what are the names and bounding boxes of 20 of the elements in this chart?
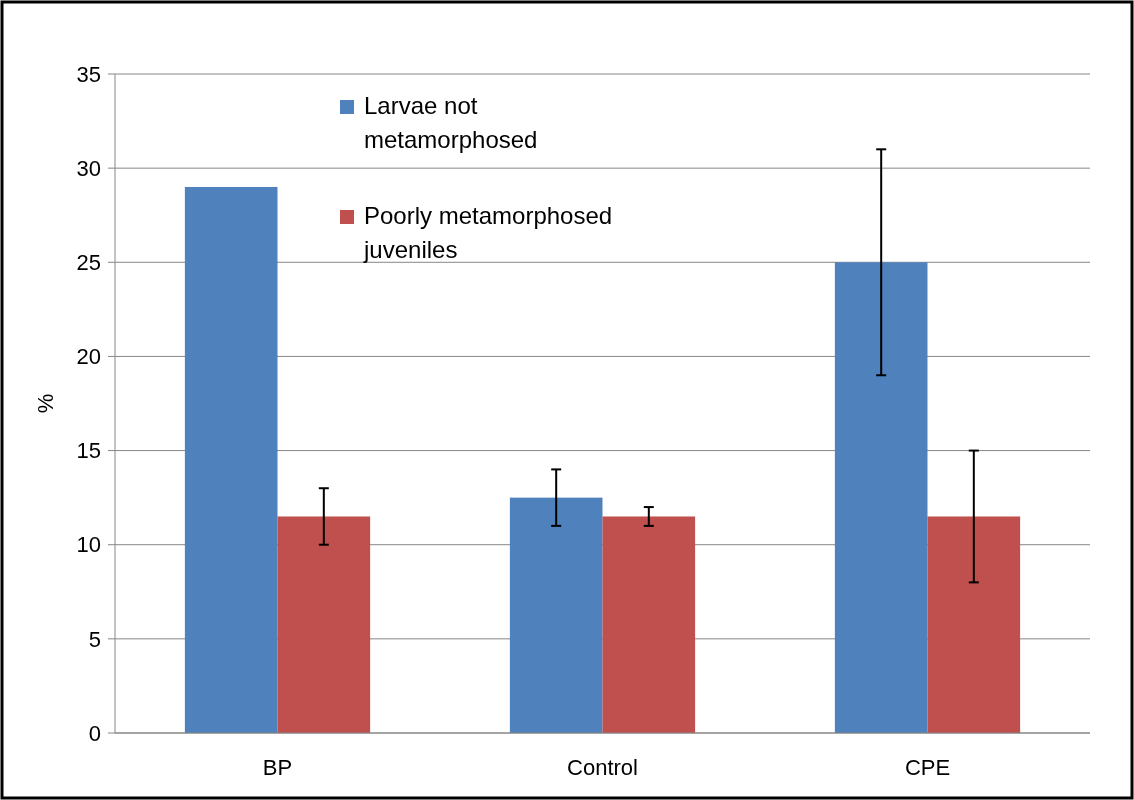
y-tick-label: 0 — [88, 720, 101, 746]
y-tick-label: 20 — [76, 344, 101, 370]
bar — [927, 516, 1021, 733]
x-tick-label: Control — [567, 755, 638, 780]
y-tick-label: 25 — [76, 249, 101, 275]
x-tick-label: CPE — [904, 755, 951, 780]
x-tick-label: BP — [262, 755, 293, 780]
y-tick-label: 15 — [76, 438, 101, 464]
legend-label: Larvae not metamorphosed — [364, 92, 538, 153]
bar — [602, 516, 696, 733]
legend-label: Poorly metamorphosed juveniles — [363, 202, 613, 263]
bar — [834, 262, 928, 733]
bar — [509, 497, 603, 733]
y-tick-label: 10 — [76, 532, 101, 558]
bar — [277, 516, 371, 733]
y-tick-label: 5 — [88, 626, 101, 652]
y-axis-title: % — [33, 393, 58, 414]
y-tick-label: 30 — [76, 155, 101, 181]
bar — [184, 186, 278, 733]
y-tick-label: 35 — [76, 61, 101, 87]
